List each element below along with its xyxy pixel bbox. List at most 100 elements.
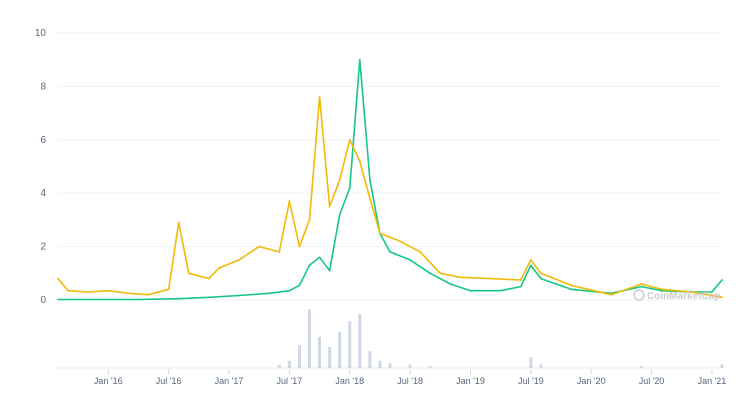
series-point	[529, 264, 532, 267]
volume-bar	[539, 364, 543, 368]
series-point	[389, 251, 391, 253]
series-point	[358, 160, 361, 163]
series-point	[177, 221, 180, 224]
series-point	[288, 289, 291, 292]
volume-bar	[388, 363, 392, 368]
series-point	[369, 197, 371, 200]
series-point	[308, 219, 311, 221]
series-point	[218, 267, 220, 269]
series-point	[328, 205, 331, 208]
series-point	[177, 297, 180, 300]
series-point	[137, 298, 140, 301]
watermark: CoinMarketCap	[633, 289, 720, 302]
watermark-text: CoinMarketCap	[647, 291, 720, 302]
series-point	[540, 272, 542, 275]
y-tick-label: 8	[40, 81, 46, 92]
series-point	[489, 277, 492, 280]
series-point	[238, 259, 241, 261]
x-tick-label: Jan '21	[698, 376, 727, 386]
series-point	[57, 277, 59, 280]
series-point	[439, 272, 442, 275]
series-point	[409, 259, 411, 261]
series-point	[308, 264, 311, 267]
series-point	[429, 272, 432, 275]
volume-bars	[58, 309, 724, 369]
series-point	[348, 187, 351, 189]
series-point	[529, 259, 532, 261]
y-axis-ticks: 0 2 4 6 8 10	[35, 28, 47, 306]
series-point	[570, 284, 572, 287]
y-tick-label: 6	[40, 135, 46, 146]
volume-bar	[640, 366, 644, 368]
series-point	[540, 277, 542, 280]
grid	[58, 32, 722, 301]
volume-bar	[428, 366, 432, 368]
series-point	[57, 298, 59, 301]
x-tick-label: Jan '17	[215, 376, 244, 386]
series-point	[87, 291, 90, 293]
series-point	[348, 138, 351, 141]
series-point	[399, 240, 401, 243]
x-tick-label: Jan '16	[94, 376, 123, 386]
series-point	[338, 178, 341, 181]
volume-bar	[348, 321, 352, 368]
volume-bar	[358, 314, 362, 368]
volume-bar	[408, 364, 412, 368]
series-point	[640, 283, 643, 285]
series-point	[711, 291, 713, 293]
series-point	[258, 245, 261, 248]
volume-bar	[297, 345, 301, 368]
series-point	[107, 289, 110, 292]
x-tick-label: Jan '19	[456, 376, 485, 386]
series-point	[660, 289, 663, 292]
series-point	[721, 296, 723, 299]
x-tick-label: Jan '20	[577, 376, 606, 386]
x-tick-label: Jul '16	[156, 376, 182, 386]
series-point	[338, 213, 341, 216]
volume-bar	[318, 336, 322, 368]
series-point	[278, 251, 281, 253]
volume-bar	[368, 351, 372, 368]
volume-bar	[529, 357, 533, 368]
series-point	[298, 284, 301, 287]
series-point	[208, 296, 210, 299]
series-point	[379, 232, 381, 235]
series-point	[187, 272, 190, 275]
series-point	[167, 288, 170, 291]
series-line-2	[57, 96, 723, 299]
y-tick-label: 10	[35, 28, 47, 39]
series-point	[318, 256, 321, 259]
series-point	[519, 285, 522, 288]
y-tick-label: 4	[40, 188, 46, 199]
x-axis-ticks: Jan '16 Jul '16 Jan '17 Jul '17 Jan '18 Jul '…	[94, 369, 726, 386]
series-point	[147, 293, 150, 296]
volume-bar	[308, 309, 312, 368]
x-tick-label: Jul '19	[518, 376, 544, 386]
series-point	[519, 279, 522, 281]
x-tick-label: Jul '17	[277, 376, 303, 386]
series-point	[690, 291, 693, 293]
series-point	[369, 178, 371, 181]
series-line-1	[58, 58, 723, 301]
series-point	[721, 279, 723, 281]
volume-bar	[328, 347, 332, 368]
series-point	[288, 200, 291, 203]
coinmarketcap-logo-icon	[633, 289, 645, 301]
volume-bar	[287, 360, 291, 368]
series-point	[499, 289, 502, 292]
series-point	[298, 245, 301, 248]
series-point	[328, 269, 331, 272]
x-tick-label: Jul '20	[639, 376, 665, 386]
series-point	[127, 292, 130, 295]
series-point	[97, 298, 100, 301]
series-point	[318, 96, 321, 98]
series-point	[358, 58, 361, 61]
series-point	[268, 292, 271, 295]
series-point	[459, 276, 462, 279]
x-tick-label: Jan '18	[335, 376, 364, 386]
series-point	[449, 283, 452, 285]
series-point	[208, 277, 210, 280]
series-point	[640, 285, 643, 288]
series-point	[419, 251, 422, 253]
